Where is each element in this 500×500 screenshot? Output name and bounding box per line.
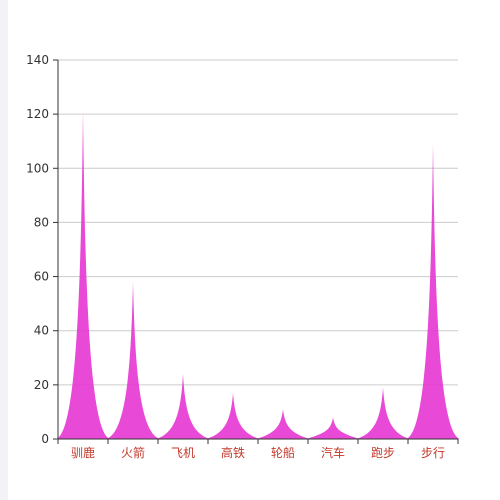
y-tick-label: 60 [34, 270, 49, 284]
axis-layer [57, 60, 458, 440]
y-tick-label: 0 [41, 432, 49, 446]
x-category-label: 火箭 [121, 445, 145, 460]
y-tick-label: 20 [34, 378, 49, 392]
x-category-label: 轮船 [271, 446, 295, 460]
x-category-label: 高铁 [221, 445, 245, 460]
y-tick-label: 40 [34, 324, 49, 338]
spike-1[interactable] [106, 281, 160, 439]
x-category-label: 步行 [421, 446, 445, 460]
spike-5[interactable] [306, 417, 360, 439]
x-axis-ticks: 驯鹿 火箭 飞机 高铁 轮船 汽车 跑步 步行 [57, 439, 459, 460]
y-tick-label: 80 [34, 215, 49, 229]
x-category-label: 飞机 [171, 446, 195, 460]
y-tick-label: 100 [26, 161, 49, 175]
spike-2[interactable] [156, 374, 210, 439]
y-tick-label: 120 [26, 107, 49, 121]
spike-layer [56, 111, 460, 439]
spike-0[interactable] [56, 111, 110, 439]
spike-3[interactable] [206, 392, 260, 439]
spike-6[interactable] [356, 387, 410, 439]
spike-7[interactable] [406, 143, 460, 439]
y-tick-label: 140 [26, 53, 49, 67]
spike-4[interactable] [256, 409, 310, 439]
x-category-label: 跑步 [371, 446, 395, 460]
x-category-label: 驯鹿 [71, 445, 95, 460]
y-axis-ticks: 0 20 40 60 80 100 120 140 [26, 53, 58, 446]
grid-layer [58, 59, 458, 386]
x-category-label: 汽车 [321, 445, 345, 460]
left-edge-strip [0, 0, 8, 500]
